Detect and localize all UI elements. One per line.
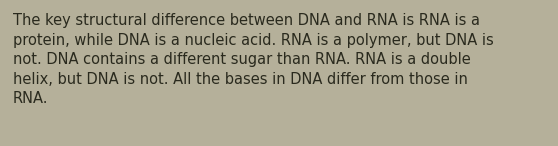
Text: helix, but DNA is not. All the bases in DNA differ from those in: helix, but DNA is not. All the bases in … xyxy=(13,72,468,86)
Text: RNA.: RNA. xyxy=(13,91,49,106)
Text: The key structural difference between DNA and RNA is RNA is a: The key structural difference between DN… xyxy=(13,13,480,28)
Text: protein, while DNA is a nucleic acid. RNA is a polymer, but DNA is: protein, while DNA is a nucleic acid. RN… xyxy=(13,33,494,47)
Text: not. DNA contains a different sugar than RNA. RNA is a double: not. DNA contains a different sugar than… xyxy=(13,52,471,67)
